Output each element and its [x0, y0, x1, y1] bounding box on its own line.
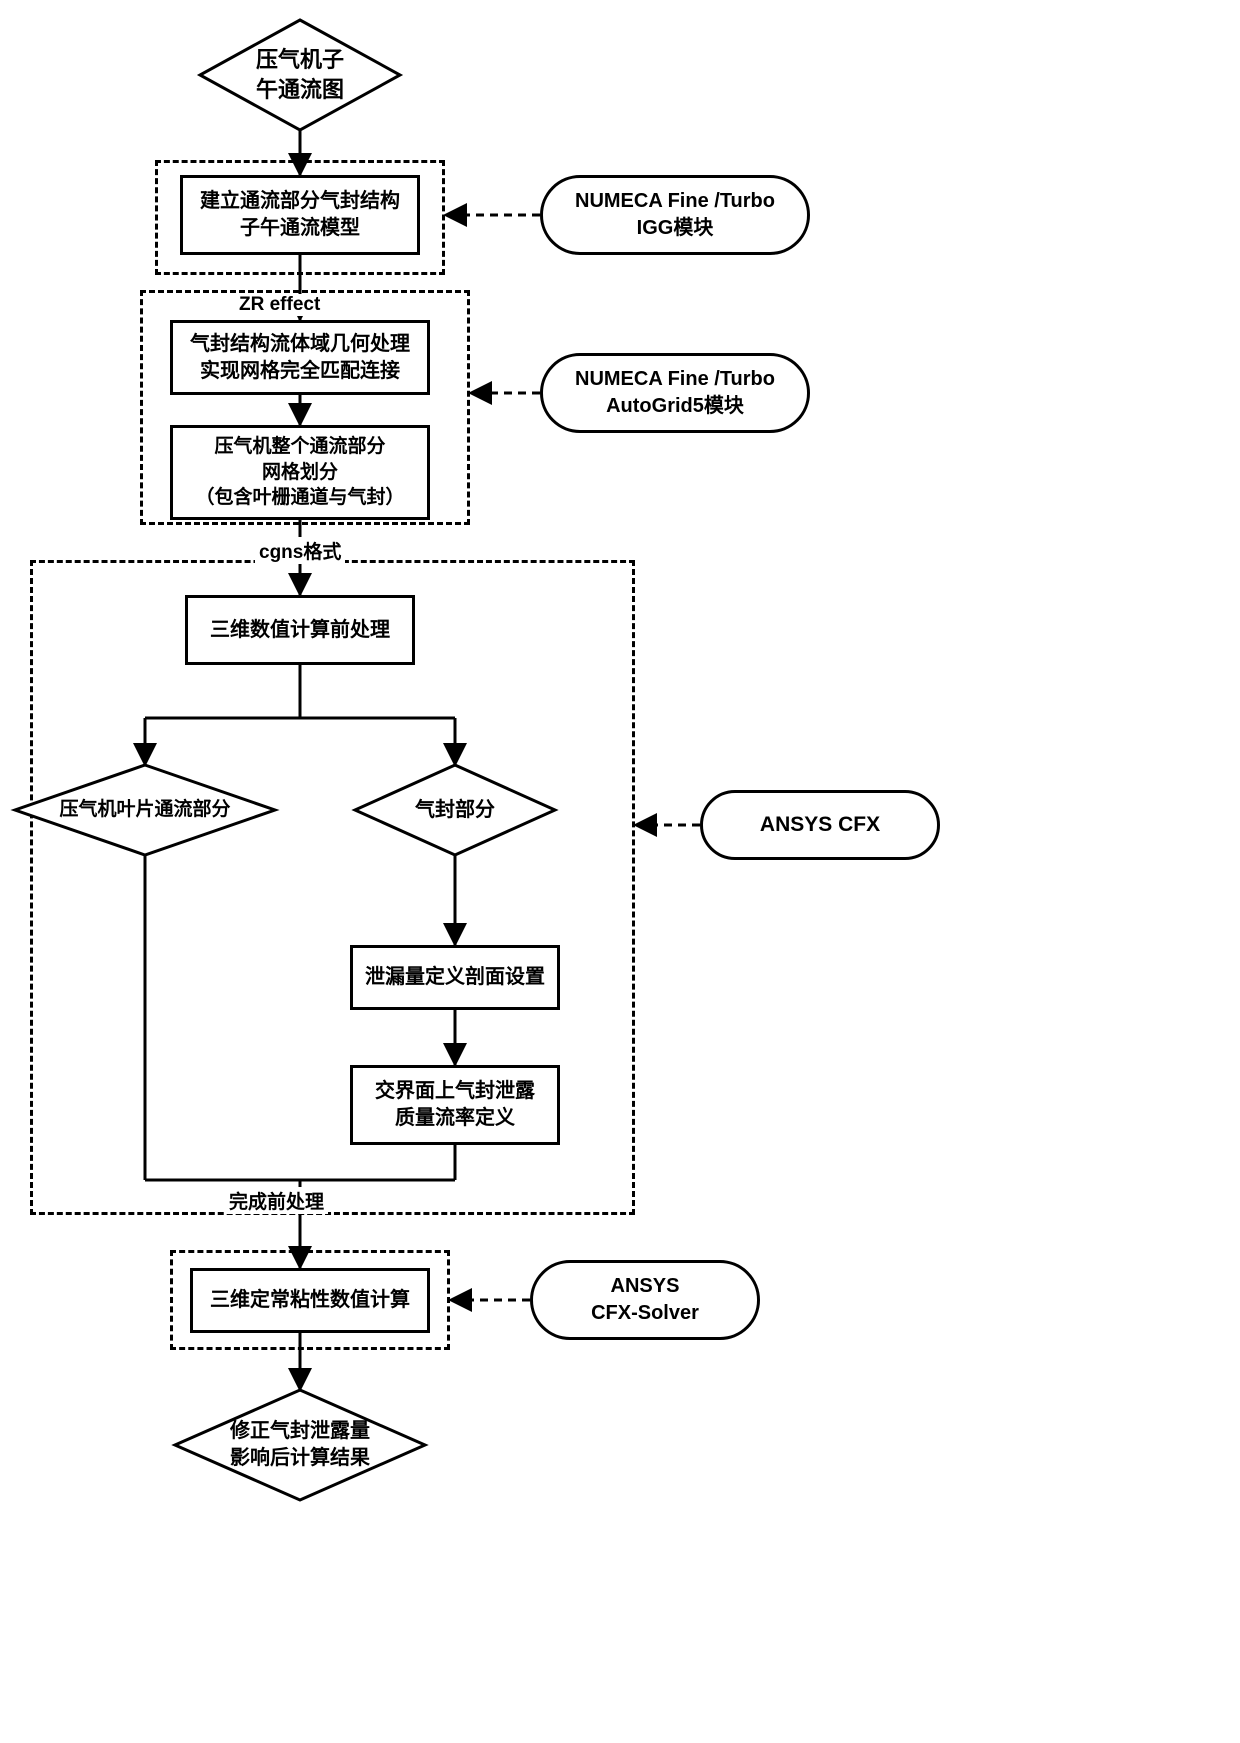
pill-tool4: ANSYSCFX-Solver: [530, 1260, 760, 1340]
rect-n1: 建立通流部分气封结构子午通流模型: [180, 175, 420, 255]
label-label_cgns: cgns格式: [255, 537, 345, 564]
diamond-label-start: 压气机子午通流图: [200, 20, 400, 130]
diamond-label-d_left: 压气机叶片通流部分: [15, 765, 275, 855]
rect-n7: 三维定常粘性数值计算: [190, 1268, 430, 1333]
label-label_zr: ZR effect: [235, 294, 324, 316]
pill-tool2: NUMECA Fine /TurboAutoGrid5模块: [540, 353, 810, 433]
diamond-label-d_right: 气封部分: [355, 765, 555, 855]
rect-n2: 气封结构流体域几何处理实现网格完全匹配连接: [170, 320, 430, 395]
rect-n4: 三维数值计算前处理: [185, 595, 415, 665]
pill-tool3: ANSYS CFX: [700, 790, 940, 860]
flowchart-canvas: 压气机子午通流图建立通流部分气封结构子午通流模型 NUMECA Fine /Tur…: [0, 0, 1240, 1743]
label-label_done: 完成前处理: [225, 1187, 328, 1214]
diamond-label-end: 修正气封泄露量影响后计算结果: [175, 1390, 425, 1500]
rect-n3: 压气机整个通流部分网格划分（包含叶栅通道与气封）: [170, 425, 430, 520]
rect-n5: 泄漏量定义剖面设置: [350, 945, 560, 1010]
pill-tool1: NUMECA Fine /TurboIGG模块: [540, 175, 810, 255]
rect-n6: 交界面上气封泄露质量流率定义: [350, 1065, 560, 1145]
